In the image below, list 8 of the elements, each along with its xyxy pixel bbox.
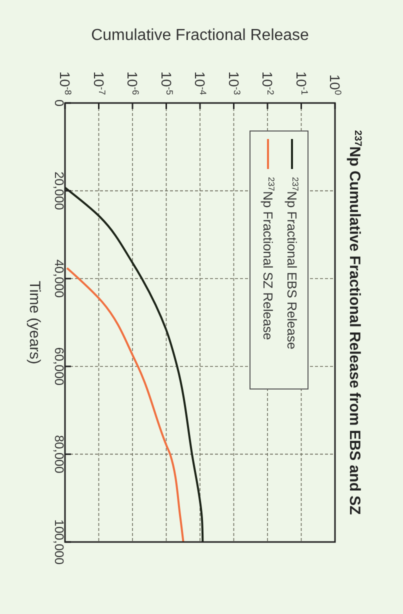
y-tick-label: 0 xyxy=(52,100,66,107)
y-tick-label: 100,000 xyxy=(52,519,66,565)
y-tick-label: 60,000 xyxy=(52,347,66,386)
y-tick-label: 80,000 xyxy=(52,435,66,474)
x-axis-title: Cumulative Fractional Release xyxy=(91,27,310,44)
y-tick-label: 20,000 xyxy=(52,172,66,210)
y-tick-label: 40,000 xyxy=(52,259,66,298)
y-axis-title: Time (years) xyxy=(26,280,43,364)
